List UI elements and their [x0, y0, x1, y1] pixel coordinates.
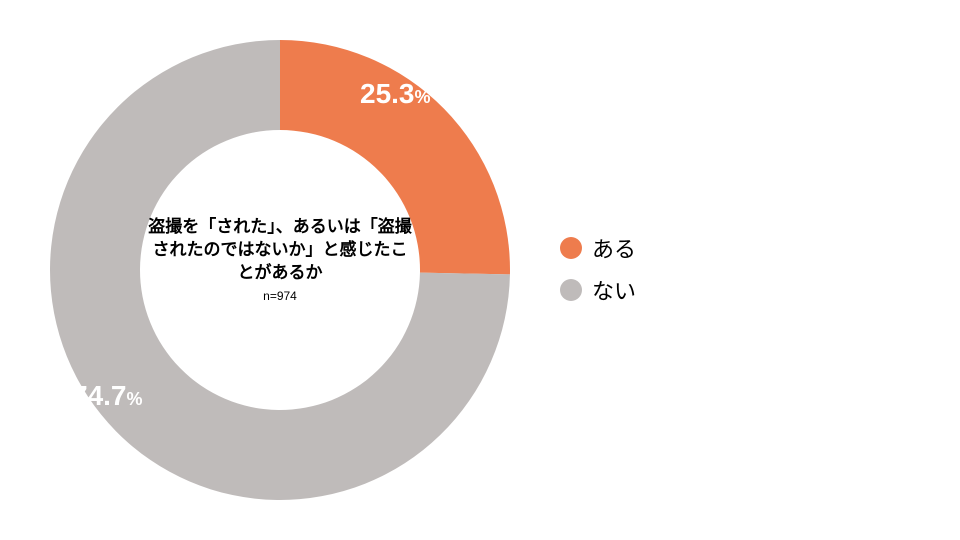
legend-label-yes: ある [592, 232, 636, 264]
chart-stage: 盗撮を「された」、あるいは「盗撮されたのではないか」と感じたことがあるか n=9… [0, 0, 960, 540]
legend-swatch-no [560, 279, 582, 301]
donut-slice-yes [280, 40, 510, 274]
legend-swatch-yes [560, 237, 582, 259]
legend-item-no: ない [560, 274, 636, 306]
legend-label-no: ない [592, 274, 636, 306]
donut-chart [0, 0, 960, 540]
donut-svg [0, 0, 960, 540]
legend: ある ない [560, 232, 636, 306]
legend-item-yes: ある [560, 232, 636, 264]
